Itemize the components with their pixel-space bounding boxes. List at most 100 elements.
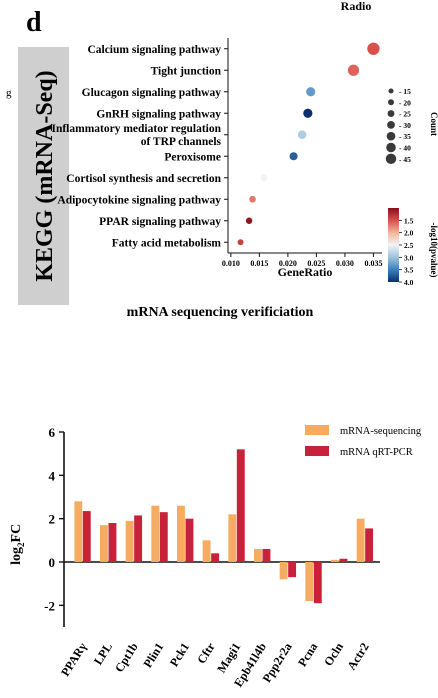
pathway-label: Inflammatory mediator regulation: [51, 123, 221, 135]
count-legend-dot: [387, 110, 395, 118]
colorbar-tick-label: 4.0: [404, 278, 414, 287]
bubble-point: [297, 130, 307, 140]
colorbar-tick-label: 1.5: [404, 216, 414, 225]
bar-seq: [177, 505, 185, 562]
bubble-point: [347, 64, 360, 76]
bar-qpcr: [82, 511, 91, 562]
pathway-label: Peroxisome: [164, 151, 221, 163]
pathway-label: PPAR signaling pathway: [99, 216, 221, 228]
bar-qpcr: [288, 562, 297, 578]
bubble-x-tick-label: 0.035: [364, 259, 382, 268]
bubble-x-tick-label: 0.020: [279, 259, 297, 268]
pathway-label: Fatty acid metabolism: [112, 237, 222, 249]
pathway-label: Adipocytokine signaling pathway: [57, 194, 221, 206]
bar-qpcr: [108, 523, 117, 562]
bubble-point: [367, 42, 380, 55]
bar-seq: [331, 559, 339, 562]
bar-seq: [202, 540, 211, 562]
bar-category-label: Pcna: [295, 640, 320, 669]
bar-category-label: LPL: [91, 640, 115, 667]
panel-letter: d: [26, 7, 42, 38]
colorbar-tick-label: 3.0: [404, 253, 414, 262]
count-legend-dot: [388, 88, 394, 94]
count-legend-label: - 15: [399, 87, 411, 96]
bar-qpcr: [365, 528, 374, 562]
bar-y-tick-label: 0: [49, 555, 56, 570]
count-legend-label: - 20: [399, 98, 411, 107]
bar-category-label: Pck1: [167, 640, 192, 669]
bar-chart-title: mRNA sequencing verificiation: [127, 305, 314, 320]
bubble-x-tick-label: 0.030: [336, 259, 354, 268]
bar-seq: [356, 518, 365, 562]
bubble-point: [249, 195, 256, 203]
pathway-label: of TRP channels: [141, 136, 222, 148]
bar-qpcr: [236, 449, 245, 562]
bar-qpcr: [262, 549, 271, 562]
count-legend-dot: [387, 121, 395, 129]
bubble-point: [303, 108, 313, 118]
bar-qpcr: [159, 512, 168, 562]
count-legend-dot: [385, 153, 397, 165]
count-legend-label: - 45: [399, 155, 411, 164]
bar-seq: [254, 549, 262, 562]
bar-category-label: Ocln: [321, 640, 346, 669]
bar-category-label: Actr2: [344, 640, 371, 672]
pathway-label: Calcium signaling pathway: [87, 44, 221, 56]
colorbar-tick-label: 2.0: [404, 229, 414, 238]
bar-chart: mRNA sequencing verificiation -2 0 2 4 6 log2F…: [9, 305, 422, 689]
bubble-point: [306, 87, 316, 97]
pathway-label: Tight junction: [151, 65, 222, 77]
bar-qpcr: [211, 553, 220, 562]
count-legend-dot: [386, 142, 396, 153]
bar-y-tick-label: 2: [49, 512, 56, 527]
count-legend-label: - 25: [399, 110, 411, 119]
bar-qpcr: [339, 558, 348, 562]
bar-category-label: Cpt1b: [112, 640, 141, 675]
bubble-point: [260, 174, 268, 182]
count-legend-label: - 30: [399, 121, 411, 130]
bubble-point: [245, 217, 253, 224]
bar-y-axis-label: log2FC: [9, 524, 26, 565]
bar-seq: [100, 525, 108, 562]
bubble-x-axis-label: GeneRatio: [278, 265, 333, 279]
bar-y-tick-label: 6: [49, 425, 56, 440]
bar-y-tick-label: -2: [44, 598, 55, 613]
bar-seq: [305, 562, 314, 601]
bar-legend-swatch: [305, 425, 329, 435]
bar-legend-label: mRNA-sequencing: [340, 426, 422, 437]
bubble-point: [289, 152, 298, 161]
pvalue-colorbar: [388, 208, 399, 282]
count-legend-label: - 40: [399, 144, 411, 153]
pathway-label: Cortisol synthesis and secretion: [66, 173, 221, 185]
bar-category-label: PPARγ: [58, 640, 90, 679]
bubble-point: [237, 239, 244, 246]
colorbar-tick-label: 3.5: [404, 266, 414, 275]
bar-category-label: Plin1: [140, 640, 166, 670]
count-legend-title: Count: [429, 112, 438, 136]
cropped-edge-mark: g: [6, 87, 12, 99]
side-label-band: [18, 47, 69, 305]
count-legend-label: - 35: [399, 132, 411, 141]
count-legend-dot: [388, 99, 394, 106]
bar-y-tick-label: 4: [49, 468, 56, 483]
kegg-side-label: KEGG (mRNA-Seq): [32, 70, 58, 281]
bar-qpcr: [134, 515, 143, 562]
pathway-label: Glucagon signaling pathway: [82, 87, 222, 99]
bubble-chart-title: Radio: [341, 0, 372, 13]
bubble-x-tick-label: 0.010: [222, 259, 240, 268]
bar-category-label: Cftr: [194, 640, 218, 667]
colorbar-title: -log10(pvalue): [429, 223, 438, 278]
bar-seq: [125, 520, 134, 562]
bar-seq: [228, 514, 237, 562]
bar-seq: [279, 562, 288, 580]
bar-seq: [74, 501, 83, 562]
bar-legend-swatch: [305, 446, 329, 456]
colorbar-tick-label: 2.5: [404, 241, 414, 250]
bar-qpcr: [313, 562, 322, 604]
bar-seq: [151, 505, 160, 562]
bubble-x-tick-label: 0.015: [250, 259, 268, 268]
bar-qpcr: [185, 518, 194, 562]
bar-legend-label: mRNA qRT-PCR: [340, 447, 413, 458]
bubble-x-tick-label: 0.025: [307, 259, 325, 268]
